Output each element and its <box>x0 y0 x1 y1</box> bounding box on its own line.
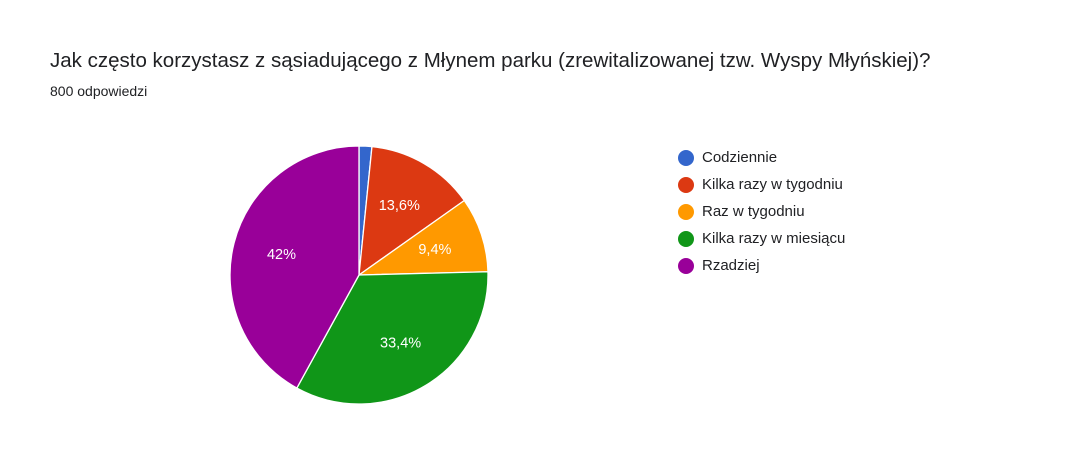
legend-item-codziennie[interactable]: Codziennie <box>678 144 845 171</box>
legend-label-kilka-razy-w-tygodniu: Kilka razy w tygodniu <box>702 176 843 193</box>
chart-legend: Codziennie Kilka razy w tygodniu Raz w t… <box>678 144 845 279</box>
pie-slice-rzadziej[interactable] <box>229 145 360 389</box>
slice-label-kilka-razy-w-miesiacu: 33,4% <box>380 335 421 351</box>
legend-item-raz-w-tygodniu[interactable]: Raz w tygodniu <box>678 198 845 225</box>
slice-label-rzadziej: 42% <box>267 247 296 263</box>
slice-label-kilka-razy-w-tygodniu: 13,6% <box>379 198 420 214</box>
legend-swatch-codziennie <box>678 149 694 166</box>
legend-swatch-kilka-razy-w-tygodniu <box>678 176 694 193</box>
slice-label-raz-w-tygodniu: 9,4% <box>418 242 451 258</box>
legend-item-kilka-razy-w-miesiacu[interactable]: Kilka razy w miesiącu <box>678 225 845 252</box>
pie-slice-raz-w-tygodniu[interactable] <box>358 199 489 276</box>
legend-label-raz-w-tygodniu: Raz w tygodniu <box>702 203 805 220</box>
legend-swatch-rzadziej <box>678 257 694 274</box>
legend-label-codziennie: Codziennie <box>702 149 778 166</box>
legend-label-rzadziej: Rzadziej <box>702 257 760 274</box>
pie-slice-kilka-razy-w-miesiacu[interactable] <box>296 271 489 405</box>
legend-swatch-kilka-razy-w-miesiacu <box>678 230 694 247</box>
legend-label-kilka-razy-w-miesiacu: Kilka razy w miesiącu <box>702 230 846 247</box>
legend-item-kilka-razy-w-tygodniu[interactable]: Kilka razy w tygodniu <box>678 171 845 198</box>
response-count: 800 odpowiedzi <box>50 83 148 99</box>
legend-item-rzadziej[interactable]: Rzadziej <box>678 252 845 279</box>
chart-title: Jak często korzystasz z sąsiadującego z … <box>50 49 931 72</box>
pie-slice-kilka-razy-w-tygodniu[interactable] <box>358 146 465 276</box>
legend-swatch-raz-w-tygodniu <box>678 203 694 220</box>
